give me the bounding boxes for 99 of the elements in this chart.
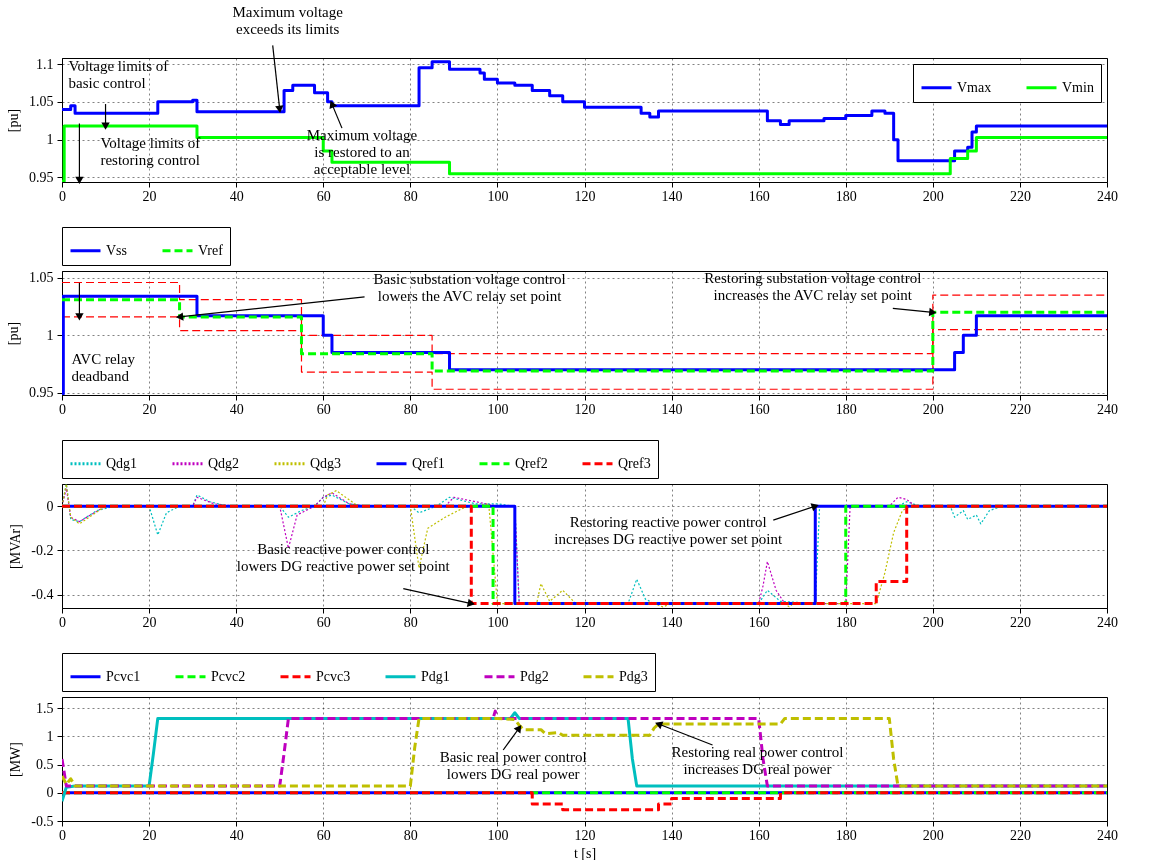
y-tick-label: -0.5 xyxy=(31,813,54,829)
x-tick-label: 200 xyxy=(922,827,944,843)
y-tick-label: 1.05 xyxy=(29,270,54,286)
legend-label: Pcvc3 xyxy=(316,668,351,684)
x-tick-label: 200 xyxy=(922,614,944,630)
y-axis-title: [MW] xyxy=(8,742,24,777)
legend-label: Vmin xyxy=(1062,79,1094,95)
x-tick-label: 240 xyxy=(1097,401,1118,417)
x-tick-label: 80 xyxy=(403,614,418,630)
legend-label: Qref1 xyxy=(412,455,445,471)
annotation: Basic substation voltage control lowers the AVC relay set point xyxy=(373,270,566,304)
x-tick-label: 160 xyxy=(748,188,770,204)
annotation: Restoring real power control increases DG real power xyxy=(671,744,844,778)
legend-label: Qdg1 xyxy=(106,455,138,471)
y-tick-label: 0 xyxy=(46,498,54,514)
legend-label: Qdg2 xyxy=(208,455,240,471)
x-tick-label: 120 xyxy=(574,188,596,204)
x-tick-label: 200 xyxy=(922,188,944,204)
x-tick-label: 0 xyxy=(59,827,66,843)
x-tick-label: 40 xyxy=(229,614,244,630)
annotation: Voltage limits of restoring control xyxy=(100,135,201,169)
x-tick-label: 120 xyxy=(574,827,596,843)
x-tick-label: 220 xyxy=(1009,614,1031,630)
x-tick-label: 100 xyxy=(487,827,509,843)
x-tick-label: 140 xyxy=(661,401,683,417)
x-tick-label: 20 xyxy=(142,827,157,843)
y-axis-title: [MVAr] xyxy=(8,524,24,569)
x-tick-label: 20 xyxy=(142,188,157,204)
y-tick-label: 1 xyxy=(46,327,54,343)
legend-label: Qdg3 xyxy=(310,455,342,471)
x-tick-label: 60 xyxy=(316,188,331,204)
annotation: Maximum voltage is restored to an acceptable level xyxy=(306,127,418,178)
x-tick-label: 220 xyxy=(1009,188,1031,204)
x-tick-label: 100 xyxy=(487,188,509,204)
x-tick-label: 220 xyxy=(1009,401,1031,417)
x-tick-label: 0 xyxy=(59,401,66,417)
annotation: Basic reactive power control lowers DG reactive power set point xyxy=(236,540,451,574)
x-tick-label: 120 xyxy=(574,614,596,630)
y-axis-title: [pu] xyxy=(6,321,21,346)
annotation: Maximum voltage exceeds its limits xyxy=(232,4,344,38)
y-tick-label: 1 xyxy=(46,132,54,148)
annotation: Basic real power control lowers DG real power xyxy=(439,749,587,782)
x-tick-label: 160 xyxy=(748,827,770,843)
legend-label: Pdg3 xyxy=(619,668,648,684)
x-tick-label: 140 xyxy=(661,188,683,204)
x-tick-label: 160 xyxy=(748,614,770,630)
x-tick-label: 100 xyxy=(487,401,509,417)
annotation: Restoring reactive power control increases DG reactive power set point xyxy=(554,514,784,548)
y-tick-label: 0.95 xyxy=(29,169,54,185)
y-tick-label: -0.4 xyxy=(31,587,54,603)
x-tick-label: 80 xyxy=(403,188,418,204)
x-tick-label: 80 xyxy=(403,401,418,417)
x-tick-label: 100 xyxy=(487,614,509,630)
legend-label: Vref xyxy=(198,242,224,258)
x-tick-label: 200 xyxy=(922,401,944,417)
annotation: Voltage limits of basic control xyxy=(68,58,169,92)
x-tick-label: 120 xyxy=(574,401,596,417)
y-tick-label: 1.5 xyxy=(36,700,54,716)
legend-label: Pcvc1 xyxy=(106,668,141,684)
x-tick-label: 0 xyxy=(59,188,66,204)
legend-label: Qref2 xyxy=(515,455,548,471)
x-tick-label: 40 xyxy=(229,827,244,843)
x-tick-label: 180 xyxy=(835,188,857,204)
y-tick-label: 1 xyxy=(46,728,54,744)
y-tick-label: 0 xyxy=(46,785,54,801)
x-tick-label: 140 xyxy=(661,827,683,843)
annotation: AVC relay deadband xyxy=(71,350,136,384)
x-tick-label: 20 xyxy=(142,614,157,630)
x-tick-label: 20 xyxy=(142,401,157,417)
x-tick-label: 240 xyxy=(1097,188,1118,204)
legend-label: Qref3 xyxy=(618,455,651,471)
x-axis-title: t [s] xyxy=(573,845,597,860)
y-tick-label: 0.5 xyxy=(36,757,54,773)
legend-label: Vmax xyxy=(957,79,992,95)
legend-label: Vss xyxy=(106,242,128,258)
y-tick-label: 1.1 xyxy=(36,56,54,72)
x-tick-label: 60 xyxy=(316,401,331,417)
x-tick-label: 220 xyxy=(1009,827,1031,843)
legend-label: Pdg2 xyxy=(520,668,549,684)
y-axis-title: [pu] xyxy=(6,108,21,133)
x-tick-label: 140 xyxy=(661,614,683,630)
x-tick-label: 40 xyxy=(229,188,244,204)
annotation: Restoring substation voltage control increases the AVC relay set point xyxy=(704,270,922,304)
x-tick-label: 180 xyxy=(835,827,857,843)
y-tick-label: 0.95 xyxy=(29,385,54,401)
y-tick-label: 1.05 xyxy=(29,94,54,110)
legend-label: Pcvc2 xyxy=(211,668,246,684)
x-tick-label: 240 xyxy=(1097,614,1118,630)
y-tick-label: -0.2 xyxy=(31,542,54,558)
x-tick-label: 0 xyxy=(59,614,66,630)
x-tick-label: 160 xyxy=(748,401,770,417)
legend-label: Pdg1 xyxy=(421,668,450,684)
x-tick-label: 40 xyxy=(229,401,244,417)
x-tick-label: 240 xyxy=(1097,827,1118,843)
x-tick-label: 60 xyxy=(316,827,331,843)
x-tick-label: 80 xyxy=(403,827,418,843)
x-tick-label: 180 xyxy=(835,614,857,630)
x-tick-label: 60 xyxy=(316,614,331,630)
x-tick-label: 180 xyxy=(835,401,857,417)
